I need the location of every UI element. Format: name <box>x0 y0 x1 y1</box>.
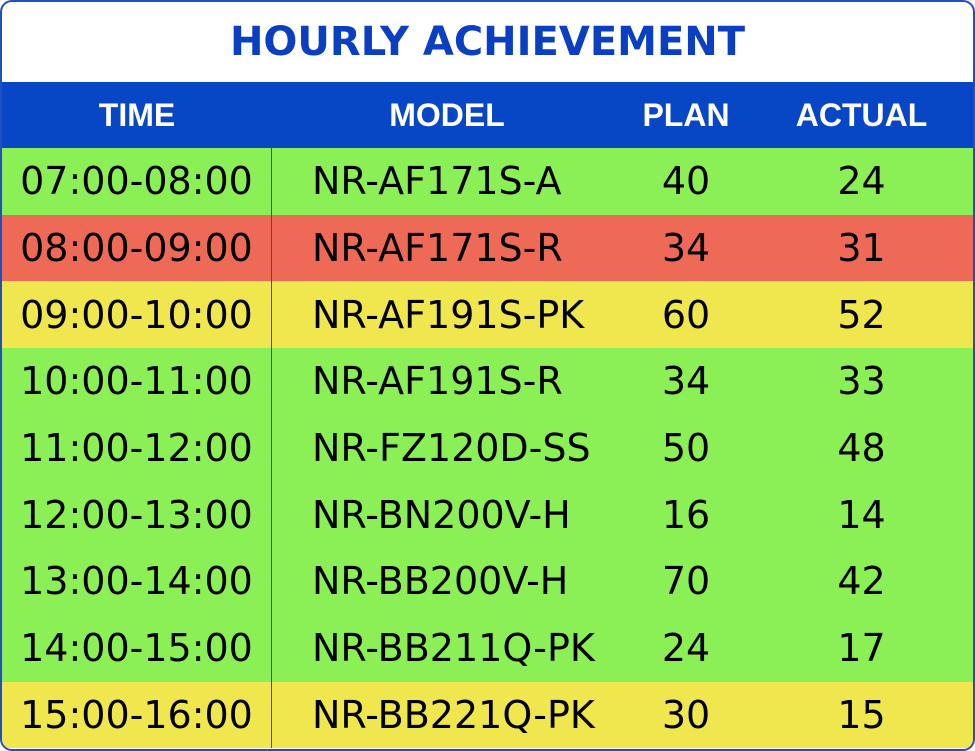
table-body: 07:00-08:00 NR-AF171S-A 40 24 08:00-09:0… <box>2 148 973 749</box>
cell-time: 14:00-15:00 <box>2 614 272 682</box>
cell-plan: 70 <box>661 559 711 604</box>
table-row: 08:00-09:00 NR-AF171S-R 34 31 <box>2 214 973 282</box>
cell-plan: 40 <box>661 159 711 204</box>
table-row: 12:00-13:00 NR-BN200V-H 16 14 <box>2 481 973 549</box>
cell-actual: 14 <box>837 492 886 537</box>
cell-model: NR-AF191S-R <box>312 359 563 404</box>
cell-time: 15:00-16:00 <box>2 681 272 749</box>
cell-plan: 34 <box>661 359 711 404</box>
cell-model: NR-BN200V-H <box>312 492 571 537</box>
cell-actual: 52 <box>837 292 886 337</box>
cell-actual: 42 <box>837 559 886 604</box>
cell-actual: 33 <box>837 359 886 404</box>
header-plan: PLAN <box>642 96 730 133</box>
table-header: TIME MODEL PLAN ACTUAL <box>2 82 973 148</box>
table-row: 09:00-10:00 NR-AF191S-PK 60 52 <box>2 281 973 349</box>
header-actual: ACTUAL <box>795 96 928 133</box>
table-row: 11:00-12:00 NR-FZ120D-SS 50 48 <box>2 414 973 482</box>
cell-time: 09:00-10:00 <box>2 281 272 349</box>
cell-plan: 34 <box>661 226 711 271</box>
table-row: 13:00-14:00 NR-BB200V-H 70 42 <box>2 548 973 615</box>
cell-plan: 16 <box>661 492 711 537</box>
cell-time: 07:00-08:00 <box>2 148 272 215</box>
cell-plan: 24 <box>661 626 711 671</box>
cell-model: NR-AF171S-A <box>312 159 562 204</box>
cell-actual: 48 <box>837 426 886 471</box>
cell-model: NR-AF171S-R <box>312 226 563 271</box>
cell-model: NR-BB200V-H <box>312 559 569 604</box>
header-time: TIME <box>98 96 176 133</box>
table-row: 07:00-08:00 NR-AF171S-A 40 24 <box>2 148 973 215</box>
cell-actual: 31 <box>837 226 886 271</box>
cell-time: 10:00-11:00 <box>2 348 272 415</box>
cell-time: 08:00-09:00 <box>2 214 272 282</box>
table-row: 14:00-15:00 NR-BB211Q-PK 24 17 <box>2 614 973 682</box>
header-model: MODEL <box>389 96 505 133</box>
cell-model: NR-BB221Q-PK <box>312 692 595 737</box>
cell-actual: 15 <box>837 692 886 737</box>
cell-actual: 24 <box>837 159 886 204</box>
cell-actual: 17 <box>837 626 886 671</box>
table-row: 15:00-16:00 NR-BB221Q-PK 30 15 <box>2 681 973 749</box>
cell-time: 13:00-14:00 <box>2 548 272 615</box>
cell-time: 11:00-12:00 <box>2 414 272 482</box>
table-row: 10:00-11:00 NR-AF191S-R 34 33 <box>2 348 973 415</box>
cell-time: 12:00-13:00 <box>2 481 272 549</box>
cell-model: NR-BB211Q-PK <box>312 626 595 671</box>
cell-plan: 30 <box>661 692 711 737</box>
cell-model: NR-AF191S-PK <box>312 292 585 337</box>
cell-plan: 60 <box>661 292 711 337</box>
cell-plan: 50 <box>661 426 711 471</box>
cell-model: NR-FZ120D-SS <box>312 426 591 471</box>
board-title: HOURLY ACHIEVEMENT <box>229 19 746 65</box>
